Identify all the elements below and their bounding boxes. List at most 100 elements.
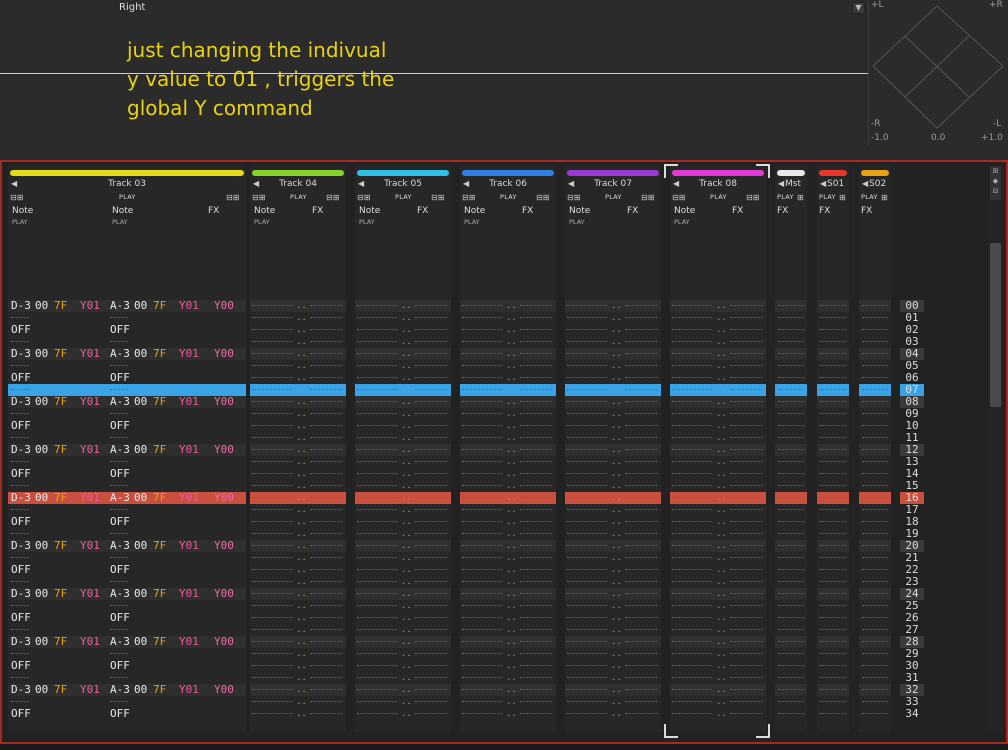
empty-volume-cell[interactable]: .. [716,493,727,503]
pattern-row[interactable] [775,600,807,612]
empty-cell[interactable] [252,569,292,570]
empty-cell[interactable] [730,329,762,330]
empty-volume-cell[interactable]: .. [506,565,517,575]
empty-cell[interactable] [110,365,128,366]
pattern-row[interactable]: .. [565,360,661,372]
pattern-row[interactable]: OFF OFF [8,372,246,384]
empty-cell[interactable] [310,365,342,366]
empty-volume-cell[interactable]: .. [506,517,517,527]
empty-cell[interactable] [520,497,552,498]
empty-cell[interactable] [862,713,888,714]
pattern-row[interactable] [8,648,246,660]
pattern-row[interactable] [817,396,849,408]
empty-cell[interactable] [357,617,397,618]
fx-cell[interactable]: Y01 [80,395,100,408]
empty-cell[interactable] [415,437,447,438]
empty-cell[interactable] [820,377,846,378]
empty-cell[interactable] [730,389,762,390]
empty-cell[interactable] [11,677,29,678]
pattern-row[interactable]: .. [670,432,766,444]
pattern-row[interactable]: .. [670,444,766,456]
empty-cell[interactable] [820,677,846,678]
pattern-row[interactable]: .. [355,552,451,564]
empty-cell[interactable] [310,701,342,702]
pattern-row[interactable]: .. [460,636,556,648]
empty-cell[interactable] [520,473,552,474]
empty-cell[interactable] [310,569,342,570]
empty-cell[interactable] [778,413,804,414]
empty-cell[interactable] [672,353,712,354]
empty-volume-cell[interactable]: .. [401,649,412,659]
empty-volume-cell[interactable]: .. [296,697,307,707]
empty-cell[interactable] [778,677,804,678]
empty-cell[interactable] [730,689,762,690]
pattern-row[interactable]: .. [355,684,451,696]
empty-volume-cell[interactable]: .. [611,517,622,527]
pattern-row[interactable]: .. [250,624,346,636]
empty-cell[interactable] [252,701,292,702]
empty-cell[interactable] [672,329,712,330]
track-color-bar[interactable] [567,170,659,176]
empty-cell[interactable] [252,461,292,462]
empty-cell[interactable] [415,365,447,366]
empty-cell[interactable] [730,713,762,714]
pattern-row[interactable] [775,636,807,648]
track-name[interactable]: Track 06 [489,179,527,189]
pattern-row[interactable] [817,696,849,708]
fx-cell[interactable]: Y01 [80,683,100,696]
empty-cell[interactable] [625,377,657,378]
empty-volume-cell[interactable]: .. [611,553,622,563]
empty-volume-cell[interactable]: .. [611,397,622,407]
empty-volume-cell[interactable]: .. [716,373,727,383]
empty-cell[interactable] [520,641,552,642]
empty-volume-cell[interactable]: .. [611,541,622,551]
collapse-arrow-icon[interactable]: ◀ [568,179,575,188]
pattern-row[interactable]: .. [355,636,451,648]
pattern-row[interactable]: .. [565,504,661,516]
empty-cell[interactable] [462,317,502,318]
empty-volume-cell[interactable]: .. [401,385,412,395]
empty-cell[interactable] [730,377,762,378]
empty-cell[interactable] [672,425,712,426]
empty-cell[interactable] [672,557,712,558]
empty-volume-cell[interactable]: .. [716,445,727,455]
empty-cell[interactable] [520,665,552,666]
note-off-cell[interactable]: OFF [11,515,31,528]
empty-cell[interactable] [778,521,804,522]
pattern-row[interactable] [859,396,891,408]
pattern-row[interactable]: .. [670,612,766,624]
pattern-row[interactable]: .. [250,312,346,324]
empty-cell[interactable] [252,425,292,426]
empty-cell[interactable] [778,629,804,630]
empty-volume-cell[interactable]: .. [296,709,307,719]
empty-volume-cell[interactable]: .. [296,385,307,395]
pattern-row[interactable]: .. [565,552,661,564]
empty-cell[interactable] [310,425,342,426]
pattern-row[interactable]: .. [670,336,766,348]
empty-cell[interactable] [415,701,447,702]
collapse-arrow-icon[interactable]: ◀ [11,179,18,188]
empty-volume-cell[interactable]: .. [716,481,727,491]
note-off-cell[interactable]: OFF [110,611,130,624]
pattern-row[interactable] [817,372,849,384]
pattern-row[interactable] [8,432,246,444]
empty-cell[interactable] [567,377,607,378]
pattern-row[interactable]: .. [355,300,451,312]
pattern-row[interactable]: .. [250,372,346,384]
empty-volume-cell[interactable]: .. [611,421,622,431]
empty-cell[interactable] [730,485,762,486]
empty-cell[interactable] [462,341,502,342]
empty-cell[interactable] [730,629,762,630]
empty-volume-cell[interactable]: .. [506,337,517,347]
empty-volume-cell[interactable]: .. [401,337,412,347]
empty-volume-cell[interactable]: .. [296,337,307,347]
pattern-row[interactable]: .. [250,384,346,396]
pattern-row[interactable]: .. [460,684,556,696]
pattern-row[interactable]: .. [355,312,451,324]
empty-cell[interactable] [310,689,342,690]
empty-cell[interactable] [625,665,657,666]
empty-cell[interactable] [310,437,342,438]
empty-cell[interactable] [252,629,292,630]
empty-cell[interactable] [730,677,762,678]
note-off-cell[interactable]: OFF [110,419,130,432]
